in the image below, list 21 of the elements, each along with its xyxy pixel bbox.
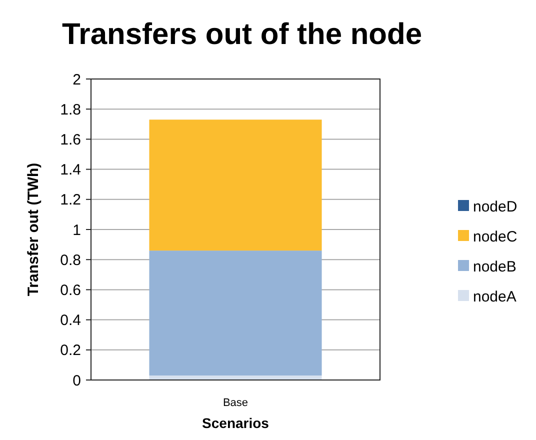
x-axis-title: Scenarios: [202, 415, 270, 431]
legend-label: nodeC: [473, 228, 518, 246]
y-tick-label: 1.2: [60, 192, 81, 209]
y-tick-label: 2: [72, 71, 81, 88]
bar: [149, 120, 322, 251]
legend-label: nodeD: [473, 198, 518, 216]
bar: [149, 250, 322, 376]
chart-title: Transfers out of the node: [62, 18, 422, 51]
y-axis-title: Transfer out (TWh): [25, 162, 42, 296]
y-tick-label: 0.8: [60, 252, 81, 269]
y-tick-label: 0.2: [60, 342, 81, 360]
y-tick-label: 0.6: [60, 282, 81, 299]
y-tick-label: 1: [72, 222, 81, 239]
legend-label: nodeA: [473, 288, 516, 306]
legend-label: nodeB: [473, 258, 516, 276]
y-tick-label: 0.4: [60, 312, 81, 330]
y-tick-label: 1.4: [60, 162, 81, 179]
y-tick-label: 1.8: [60, 101, 81, 118]
x-tick-label: Base: [222, 397, 248, 409]
y-tick-label: 0: [72, 372, 81, 390]
y-tick-label: 1.6: [60, 131, 81, 148]
